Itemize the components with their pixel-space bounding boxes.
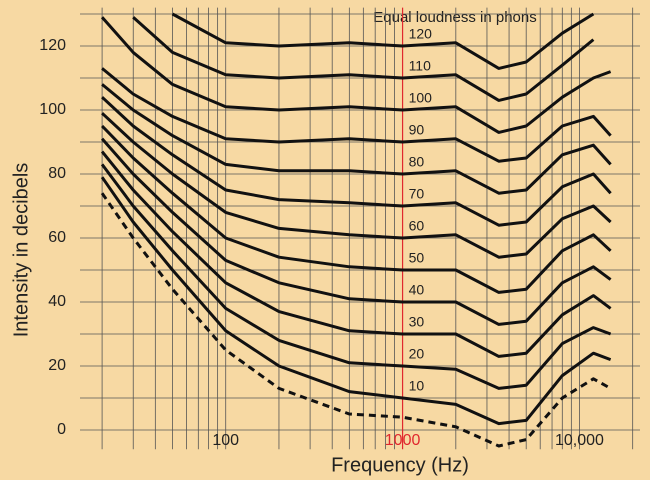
curve-label: 90 [409,122,425,138]
x-tick-label: 10,000 [555,432,604,449]
curve-label: 30 [409,314,425,330]
curve [100,192,612,448]
y-tick-label: 20 [48,357,66,374]
y-axis-label: Intensity in decibels [10,163,32,338]
curve [101,83,612,195]
curve [132,16,595,102]
y-tick-label: 40 [48,293,66,310]
chart-title: Equal loudness in phons [373,9,536,26]
x-axis-label: Frequency (Hz) [331,454,469,476]
curve [100,176,612,426]
curve [101,124,612,294]
y-tick-label: 0 [57,421,66,438]
y-tick-label: 80 [48,165,66,182]
x-tick-label: 1000 [385,432,421,449]
curve-label: 80 [409,154,425,170]
curve-label: 110 [409,58,432,74]
curve-label: 120 [409,26,433,42]
curve [100,137,612,326]
curve [101,112,612,259]
curve [171,12,595,70]
y-tick-label: 60 [48,229,66,246]
y-tick-label: 100 [39,101,66,118]
curve [101,67,612,163]
curve [100,163,612,390]
curve-label: 40 [409,282,425,298]
curve-label: 100 [409,90,433,106]
y-tick-label: 120 [39,37,66,54]
curve-label: 20 [409,346,425,362]
curve-label: 50 [409,250,425,266]
x-tick-label: 100 [212,432,239,449]
curve [100,150,612,358]
curve [101,96,612,227]
curve-label: 70 [409,186,425,202]
curve-label: 10 [409,378,425,394]
curve-label: 60 [409,218,425,234]
curve [100,16,612,134]
